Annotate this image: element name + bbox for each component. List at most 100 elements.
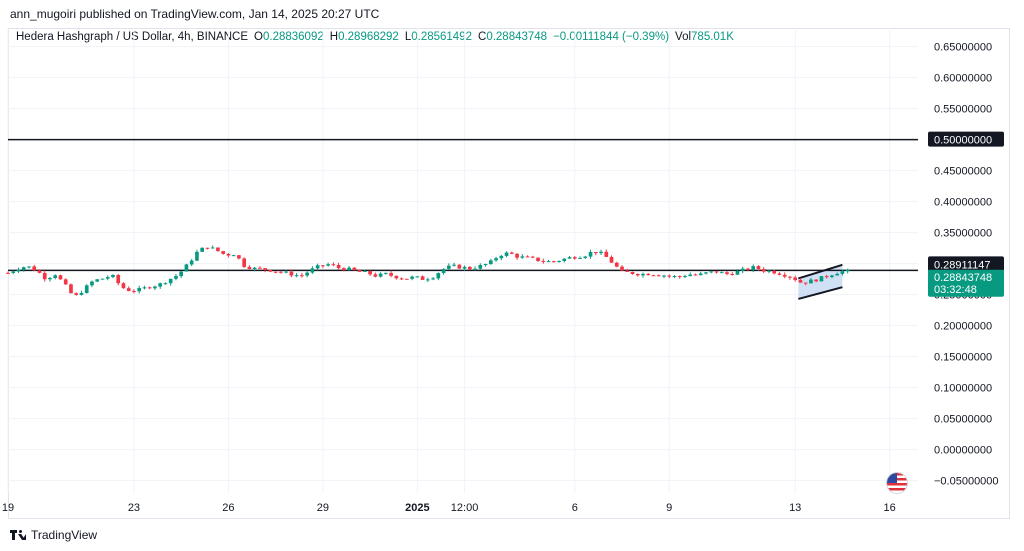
candle-body	[567, 257, 572, 259]
y-tick-label: 0.45000000	[934, 166, 992, 178]
candle-body	[436, 273, 441, 279]
candle-body	[494, 258, 498, 261]
candle-body	[410, 276, 414, 279]
x-tick-label: 13	[789, 502, 801, 514]
candle-body	[845, 269, 850, 272]
candle-body	[714, 271, 719, 273]
channel-upper-line	[798, 263, 843, 280]
candle-body	[798, 280, 803, 283]
candle-body	[16, 269, 21, 272]
candle-body	[305, 272, 309, 276]
close-value: 0.28843748	[486, 31, 548, 43]
y-tick-label: 0.10000000	[934, 383, 992, 395]
candle-body	[667, 275, 672, 277]
y-tick-label: 0.00000000	[934, 445, 992, 457]
candle-body	[635, 273, 640, 276]
candle-body	[515, 253, 519, 258]
candle-body	[562, 258, 567, 262]
high-label: H	[329, 31, 339, 43]
y-tick-label: 0.20000000	[934, 321, 992, 333]
candle-body	[105, 277, 110, 279]
candle-body	[572, 257, 577, 259]
open-label: O	[254, 31, 263, 43]
close-label: C	[478, 31, 487, 43]
candle-body	[315, 265, 320, 269]
y-tick-label: 0.40000000	[934, 197, 992, 209]
candle-body	[189, 260, 194, 265]
candle-body	[79, 292, 84, 295]
candle-body	[709, 271, 714, 273]
candle-body	[405, 278, 409, 280]
bar-countdown-label: 03:32:48	[934, 284, 977, 296]
publisher-caption: ann_mugoiri published on TradingView.com…	[10, 7, 380, 21]
candle-body	[132, 291, 136, 293]
candle-body	[446, 265, 451, 269]
candle-body	[205, 247, 210, 249]
candle-body	[6, 272, 10, 274]
candle-body	[730, 273, 735, 275]
candle-body	[147, 287, 152, 289]
candle-body	[835, 273, 840, 276]
candle-body	[420, 276, 425, 280]
price-level-label: 0.28911147	[934, 259, 990, 271]
candle-body	[53, 275, 58, 278]
tradingview-footer[interactable]: TradingView	[10, 528, 97, 542]
candle-body	[373, 274, 378, 277]
low-value: 0.28561492	[411, 31, 472, 43]
y-tick-label: 0.15000000	[934, 352, 992, 364]
candle-body	[84, 285, 89, 293]
candle-body	[593, 252, 598, 254]
candle-body	[111, 274, 115, 278]
candle-body	[557, 261, 561, 263]
tradingview-logo-icon	[10, 529, 26, 541]
candle-body	[426, 279, 430, 281]
candle-body	[672, 276, 677, 278]
x-tick-label: 2025	[405, 502, 429, 514]
candle-body	[42, 272, 47, 280]
candle-body	[142, 287, 147, 289]
grid-lines	[7, 28, 918, 493]
candle-body	[462, 266, 467, 269]
candle-body	[221, 251, 226, 254]
candle-body	[819, 276, 824, 282]
candle-body	[793, 277, 798, 281]
candle-body	[630, 271, 635, 274]
horizontal-levels	[8, 138, 918, 272]
candle-body	[27, 266, 31, 268]
candle-body	[441, 268, 446, 274]
candle-body	[294, 275, 299, 277]
tradingview-brand: TradingView	[31, 528, 98, 542]
candle-body	[698, 273, 703, 276]
y-tick-label: 0.60000000	[934, 73, 992, 85]
candle-body	[782, 274, 787, 277]
candle-body	[824, 276, 829, 278]
candle-body	[431, 278, 435, 280]
candle-body	[620, 266, 624, 271]
candle-body	[331, 264, 336, 266]
time-axis[interactable]: 19 23 26 29 2025 12:00 6 9 13 16	[2, 502, 896, 514]
candle-body	[242, 258, 246, 267]
candle-body	[263, 268, 267, 270]
candle-body	[788, 276, 792, 278]
candle-body	[126, 288, 131, 292]
candle-body	[231, 255, 236, 257]
candle-body	[95, 279, 100, 282]
candle-body	[578, 257, 582, 259]
candle-body	[121, 283, 126, 289]
candle-body	[656, 275, 661, 277]
y-tick-label: 0.05000000	[934, 414, 992, 426]
candle-body	[252, 267, 257, 270]
candle-body	[32, 266, 37, 271]
candle-body	[604, 251, 609, 257]
y-tick-label: 0.65000000	[934, 42, 992, 54]
candle-body	[651, 275, 656, 277]
change-value: −0.00111844 (−0.39%)	[553, 31, 670, 43]
candle-body	[37, 270, 42, 273]
channel-lower-line	[798, 286, 843, 300]
us-flag-icon[interactable]	[886, 472, 908, 494]
candle-body	[174, 276, 178, 279]
candle-body	[704, 272, 708, 274]
candle-body	[357, 270, 362, 272]
candle-body	[803, 282, 808, 284]
